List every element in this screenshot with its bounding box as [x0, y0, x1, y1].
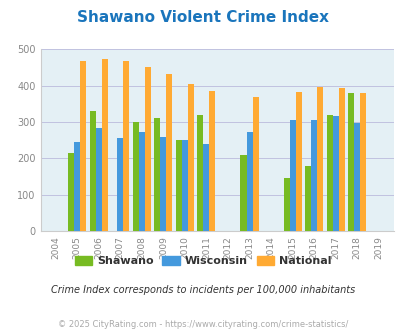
Bar: [316, 87, 322, 231]
Text: Shawano Violent Crime Index: Shawano Violent Crime Index: [77, 10, 328, 25]
Bar: [154, 118, 160, 231]
Bar: [240, 155, 246, 231]
Bar: [160, 137, 166, 231]
Bar: [117, 138, 123, 231]
Bar: [203, 144, 209, 231]
Bar: [289, 120, 295, 231]
Bar: [332, 115, 338, 231]
Bar: [246, 132, 252, 231]
Bar: [166, 74, 172, 231]
Bar: [347, 93, 353, 231]
Bar: [145, 67, 151, 231]
Bar: [283, 178, 289, 231]
Bar: [132, 122, 139, 231]
Text: © 2025 CityRating.com - https://www.cityrating.com/crime-statistics/: © 2025 CityRating.com - https://www.city…: [58, 320, 347, 329]
Bar: [209, 90, 215, 231]
Bar: [353, 123, 359, 231]
Bar: [338, 88, 344, 231]
Bar: [304, 166, 310, 231]
Bar: [310, 120, 316, 231]
Bar: [74, 143, 80, 231]
Bar: [139, 132, 145, 231]
Bar: [181, 140, 188, 231]
Bar: [197, 115, 203, 231]
Bar: [359, 93, 365, 231]
Bar: [326, 115, 332, 231]
Bar: [123, 61, 129, 231]
Legend: Shawano, Wisconsin, National: Shawano, Wisconsin, National: [70, 251, 335, 271]
Bar: [252, 97, 258, 231]
Bar: [102, 59, 108, 231]
Bar: [188, 84, 194, 231]
Text: Crime Index corresponds to incidents per 100,000 inhabitants: Crime Index corresponds to incidents per…: [51, 285, 354, 295]
Bar: [90, 111, 96, 231]
Bar: [96, 128, 102, 231]
Bar: [295, 92, 301, 231]
Bar: [80, 61, 86, 231]
Bar: [68, 153, 74, 231]
Bar: [175, 140, 181, 231]
